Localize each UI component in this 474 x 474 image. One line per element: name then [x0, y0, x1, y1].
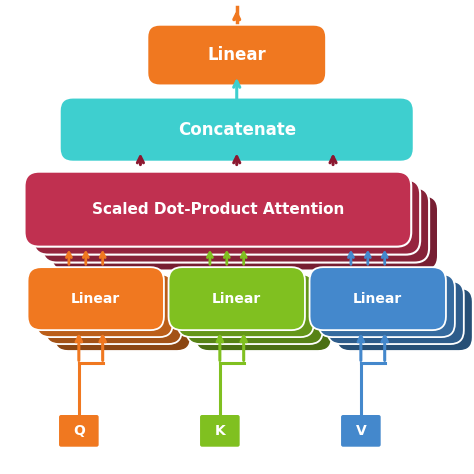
- FancyBboxPatch shape: [36, 274, 173, 337]
- FancyBboxPatch shape: [310, 267, 446, 330]
- FancyBboxPatch shape: [27, 267, 164, 330]
- FancyBboxPatch shape: [169, 267, 305, 330]
- FancyBboxPatch shape: [51, 195, 438, 271]
- FancyBboxPatch shape: [340, 414, 382, 448]
- Text: V: V: [356, 424, 366, 438]
- Text: Linear: Linear: [353, 292, 402, 306]
- FancyBboxPatch shape: [199, 414, 241, 448]
- FancyBboxPatch shape: [58, 414, 100, 448]
- FancyBboxPatch shape: [46, 281, 182, 344]
- Text: K: K: [214, 424, 225, 438]
- FancyBboxPatch shape: [328, 281, 464, 344]
- FancyBboxPatch shape: [337, 288, 473, 351]
- FancyBboxPatch shape: [177, 274, 314, 337]
- FancyBboxPatch shape: [195, 288, 332, 351]
- FancyBboxPatch shape: [186, 281, 323, 344]
- Text: Linear: Linear: [207, 46, 266, 64]
- FancyBboxPatch shape: [34, 180, 420, 255]
- FancyBboxPatch shape: [25, 172, 411, 246]
- FancyBboxPatch shape: [42, 188, 429, 263]
- Text: Concatenate: Concatenate: [178, 120, 296, 138]
- FancyBboxPatch shape: [55, 288, 191, 351]
- FancyBboxPatch shape: [319, 274, 455, 337]
- Text: Linear: Linear: [71, 292, 120, 306]
- Text: Scaled Dot-Product Attention: Scaled Dot-Product Attention: [91, 201, 344, 217]
- FancyBboxPatch shape: [60, 98, 414, 162]
- Text: Q: Q: [73, 424, 85, 438]
- FancyBboxPatch shape: [147, 25, 326, 85]
- Text: Linear: Linear: [212, 292, 261, 306]
